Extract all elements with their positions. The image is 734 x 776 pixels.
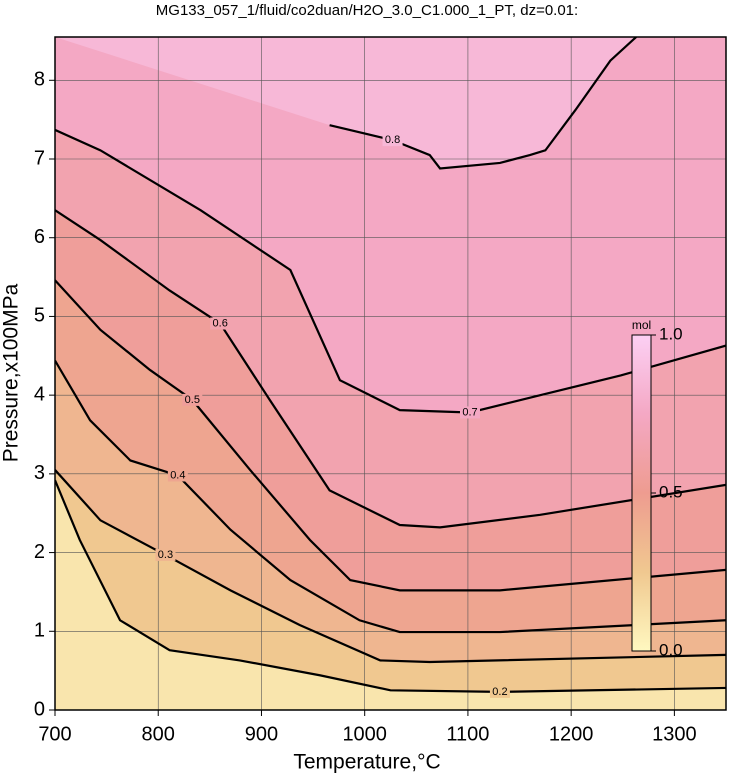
contour-line <box>55 479 726 693</box>
y-tick-label: 0 <box>34 698 45 720</box>
x-axis-label: Temperature,°C <box>293 751 440 774</box>
chart-title: MG133_057_1/fluid/co2duan/H2O_3.0_C1.000… <box>156 2 578 19</box>
colorbar-tick-label: 0.5 <box>659 482 683 501</box>
x-tick-label: 1300 <box>652 723 697 745</box>
y-tick-label: 5 <box>34 305 45 327</box>
contour-label-bg <box>210 317 231 330</box>
contour-line <box>55 128 726 414</box>
y-tick-label: 4 <box>34 383 45 405</box>
contour-label-bg <box>167 469 188 482</box>
y-tick-label: 1 <box>34 620 45 642</box>
contour-label-bg <box>489 685 510 698</box>
contour-label-bg <box>182 393 203 406</box>
x-tick-label: 1200 <box>549 723 594 745</box>
contour-label: 0.4 <box>170 469 185 481</box>
y-tick-label: 3 <box>34 462 45 484</box>
contour-label: 0.2 <box>492 686 507 698</box>
y-tick-label: 2 <box>34 541 45 563</box>
contour-line <box>55 359 726 634</box>
y-axis-label: Pressure,x100MPa <box>0 283 23 462</box>
contour-label: 0.7 <box>462 406 477 418</box>
x-tick-label: 900 <box>245 723 278 745</box>
contour-line <box>329 37 637 170</box>
plot-area: 0.2 0.3 0.4 0.5 0.6 0.7 0.8 <box>55 37 726 710</box>
contour-fill <box>55 37 726 169</box>
x-tick-label: 1000 <box>342 723 387 745</box>
contour-line <box>55 469 726 664</box>
contour-label: 0.8 <box>385 134 400 146</box>
contour-line <box>55 209 726 529</box>
y-tick-label: 8 <box>34 69 45 91</box>
x-tick-label: 800 <box>142 723 175 745</box>
plot-frame <box>54 36 727 711</box>
contour-label-bg <box>382 134 403 147</box>
x-tick-label: 700 <box>38 723 71 745</box>
y-tick-label: 7 <box>34 147 45 169</box>
contour-label: 0.5 <box>185 394 200 406</box>
colorbar-tick-label: 1.0 <box>659 324 683 343</box>
colorbar-label: mol <box>632 318 651 332</box>
x-tick-label: 1100 <box>446 723 489 745</box>
contour-label-bg <box>459 406 480 419</box>
y-tick-label: 6 <box>34 226 45 248</box>
colorbar-tick-label: 0.0 <box>659 640 683 659</box>
contour-label-bg <box>155 548 176 561</box>
contour-line <box>55 279 726 592</box>
contour-label: 0.3 <box>158 549 173 561</box>
contour-label: 0.6 <box>213 317 228 329</box>
colorbar <box>631 334 652 652</box>
